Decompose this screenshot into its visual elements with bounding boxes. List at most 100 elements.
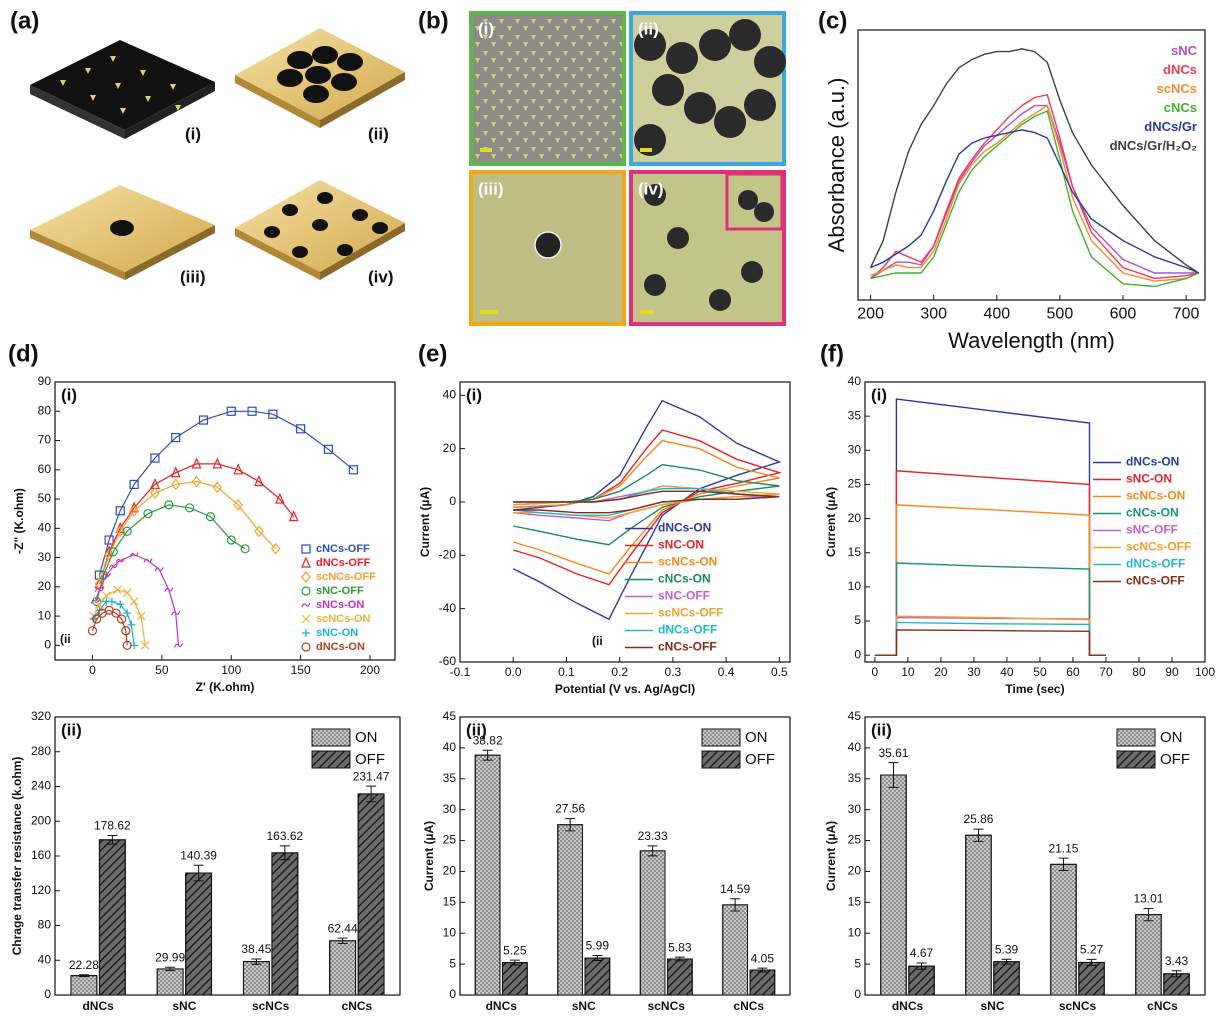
- x-tick-label: 70: [1099, 665, 1113, 679]
- point: [108, 564, 118, 569]
- point: [122, 588, 132, 598]
- point: [212, 481, 223, 494]
- x-tick-label: 20: [934, 665, 948, 679]
- bar-texture: [242, 961, 270, 996]
- legend-label: sNCs-ON: [316, 599, 364, 611]
- bar-texture: [666, 958, 693, 996]
- x-tick-label: dNCs: [892, 999, 924, 1013]
- value-label: 163.62: [267, 829, 304, 843]
- legend-label: cNCs-ON: [1126, 506, 1179, 520]
- y-tick-label: 15: [848, 895, 862, 909]
- value-label: 5.83: [668, 940, 692, 954]
- series-line: [874, 621, 1106, 656]
- y-tick-label: 320: [31, 709, 51, 723]
- value-label: 4.67: [910, 946, 934, 960]
- point: [129, 597, 139, 606]
- point: [115, 506, 125, 516]
- plot-frame: [864, 716, 1206, 996]
- legend-label: dNCs-ON: [658, 521, 711, 535]
- subpanel-label: (i): [61, 385, 77, 404]
- legend-swatch: [311, 750, 351, 769]
- y-tick-label: 80: [38, 918, 52, 932]
- point: [150, 453, 160, 463]
- x-axis-label: Wavelength (nm): [948, 328, 1115, 353]
- legend-swatch: [311, 728, 351, 747]
- value-label: 5.39: [995, 942, 1019, 956]
- x-axis-label: Potential (V vs. Ag/AgCl): [555, 682, 695, 696]
- y-tick-label: 60: [38, 462, 52, 476]
- y-tick-label: 25: [848, 477, 862, 491]
- point: [143, 558, 153, 563]
- series-line: [870, 129, 1199, 274]
- y-tick-label: 5: [854, 956, 861, 970]
- item-label: (iv): [368, 267, 394, 286]
- legend-label: sNC-OFF: [316, 585, 364, 597]
- point: [122, 640, 132, 650]
- point: [270, 542, 281, 555]
- point: [123, 609, 132, 618]
- legend-label: scNCs-OFF: [1126, 540, 1191, 554]
- legend-label: cNCs: [1164, 100, 1197, 115]
- y-tick-label: 240: [31, 779, 51, 793]
- bar-texture: [156, 968, 184, 996]
- panel-label: (a): [10, 7, 39, 34]
- item-label: (ii): [368, 124, 389, 143]
- x-tick-label: sNC: [172, 999, 196, 1013]
- y-tick-label: 35: [848, 771, 862, 785]
- point: [274, 492, 285, 504]
- value-label: 5.25: [503, 943, 527, 957]
- y-tick-label: -60: [439, 654, 457, 668]
- error-bar: [592, 955, 603, 961]
- y-tick-label: 90: [38, 374, 52, 388]
- y-tick-label: 80: [38, 403, 52, 417]
- x-tick-label: 80: [1132, 665, 1146, 679]
- point: [164, 587, 174, 593]
- y-tick-label: 35: [443, 771, 457, 785]
- x-tick-label: 0.3: [665, 665, 682, 679]
- point: [268, 409, 278, 419]
- series-line: [874, 629, 1106, 656]
- legend-swatch: [701, 750, 741, 769]
- x-tick-label: scNCs: [648, 999, 686, 1013]
- panel-label: (d): [8, 340, 39, 367]
- legend-label: scNCs-ON: [1126, 489, 1185, 503]
- legend-label: dNCs-OFF: [658, 623, 717, 637]
- error-bar: [674, 956, 685, 962]
- plot-frame: [459, 381, 791, 663]
- y-tick-label: 20: [848, 864, 862, 878]
- error-bar: [730, 898, 741, 912]
- point: [107, 597, 116, 606]
- series-line: [513, 490, 780, 514]
- legend-marker: [301, 642, 311, 652]
- point: [240, 544, 250, 554]
- bar-texture: [1078, 961, 1105, 996]
- subpanel-label: (ii): [61, 720, 82, 739]
- value-label: 25.86: [963, 812, 993, 826]
- panel-label: (e): [418, 340, 447, 367]
- point: [129, 552, 139, 557]
- legend-label: dNCs/Gr/H₂O₂: [1110, 138, 1198, 153]
- y-tick-label: 5: [854, 613, 861, 627]
- error-bar: [973, 828, 984, 842]
- x-tick-label: 50: [1033, 665, 1047, 679]
- error-bar: [279, 845, 290, 861]
- x-tick-label: cNCs: [342, 999, 373, 1013]
- y-tick-label: 70: [38, 433, 52, 447]
- value-label: 140.39: [180, 848, 217, 862]
- x-tick-label: 200: [857, 306, 884, 323]
- panel-label: (c): [818, 7, 847, 34]
- legend-label: scNCs-ON: [316, 613, 370, 625]
- x-tick-label: dNCs: [486, 999, 518, 1013]
- legend-label: ON: [745, 729, 768, 746]
- series-line: [512, 399, 782, 621]
- error-bar: [1086, 958, 1097, 967]
- legend-label: cNCs-OFF: [1126, 574, 1185, 588]
- legend-label: ON: [355, 729, 378, 746]
- x-tick-label: cNCs: [733, 999, 764, 1013]
- point: [212, 457, 223, 469]
- error-bar: [193, 864, 204, 882]
- point: [129, 504, 139, 517]
- x-tick-label: 0.4: [718, 665, 735, 679]
- series-line: [512, 429, 782, 586]
- x-tick-label: 300: [920, 306, 947, 323]
